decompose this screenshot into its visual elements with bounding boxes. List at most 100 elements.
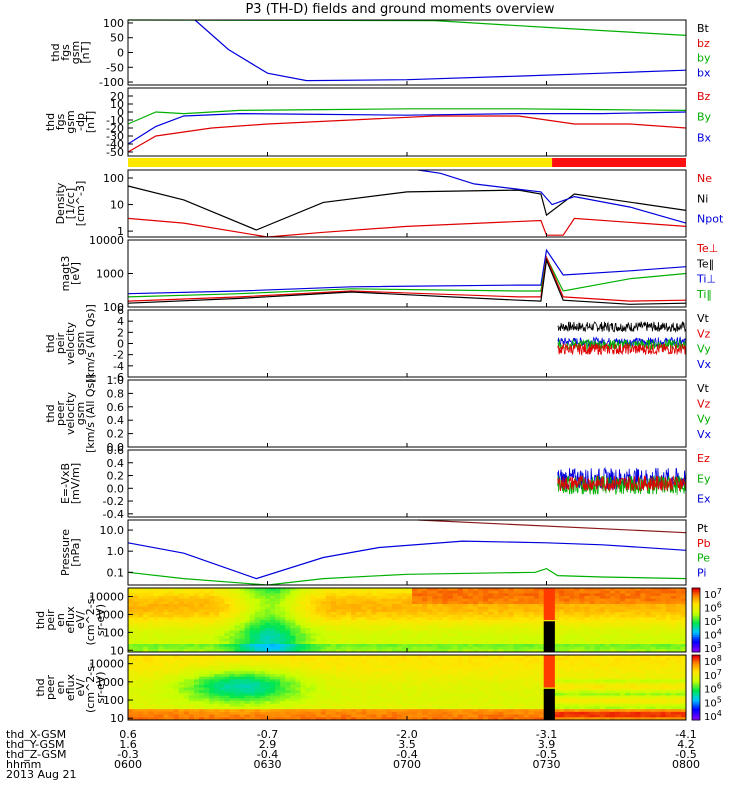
spectrogram-cell — [290, 614, 296, 618]
spectrogram-cell — [432, 601, 438, 605]
spectrogram-cell — [599, 617, 606, 621]
spectrogram-cell — [670, 604, 677, 608]
spectrogram-cell — [143, 612, 149, 616]
spectrogram-cell — [259, 604, 266, 608]
spectrogram-cell — [341, 657, 347, 661]
spectrogram-cell — [498, 601, 504, 605]
spectrogram-cell — [407, 703, 413, 707]
spectrogram-cell — [305, 633, 312, 637]
spectrogram-cell — [224, 644, 230, 648]
spectrogram-cell — [523, 692, 530, 697]
spectrogram-cell — [153, 641, 159, 645]
legend-Pt: Pt — [697, 522, 709, 535]
spectrogram-cell — [635, 609, 641, 613]
spectrogram-cell — [254, 641, 261, 645]
spectrogram-cell — [579, 625, 586, 629]
spectrogram-cell — [488, 622, 494, 626]
spectrogram-cell — [559, 641, 565, 645]
spectrogram-cell — [533, 633, 540, 637]
spectrogram-cell — [361, 687, 367, 691]
spectrogram-cell — [188, 671, 195, 675]
spectrogram-cell — [335, 628, 342, 632]
spectrogram-cell — [467, 665, 474, 670]
spectrogram-cell — [478, 703, 484, 707]
spectrogram-cell — [214, 714, 220, 718]
spectrogram-cell — [275, 657, 281, 661]
spectrogram-cell — [366, 593, 372, 597]
spectrogram-cell — [315, 590, 322, 594]
spectrogram-cell — [270, 665, 276, 670]
spectrogram-cell — [143, 649, 149, 653]
y-axis-label-line: thd — [44, 404, 57, 422]
spectrogram-cell — [508, 690, 515, 694]
spectrogram-cell — [128, 628, 134, 632]
spectrogram-cell — [407, 596, 413, 600]
spectrogram-cell — [224, 633, 230, 637]
spectrogram-cell — [412, 706, 418, 710]
spectrogram-cell — [264, 671, 271, 675]
spectrogram-cell — [579, 612, 586, 616]
spectrogram-cell — [356, 663, 362, 667]
panel-fgs_dp: BzByBx20100-10-20-30-40-50thdfgsgsm-dp[n… — [44, 87, 712, 159]
spectrogram-cell — [609, 604, 616, 608]
spectrogram-cell — [204, 682, 210, 686]
spectrogram-cell — [183, 630, 190, 634]
spectrogram-cell — [163, 706, 170, 710]
spectrogram-cell — [138, 596, 144, 600]
spectrogram-cell — [417, 679, 423, 683]
y-tick-label: 10 — [110, 199, 124, 212]
spectrogram-cell — [432, 663, 438, 667]
y-axis-label-line: (cm^2-s- — [84, 595, 97, 646]
spectrogram-cell — [163, 673, 170, 678]
spectrogram-cell — [229, 612, 236, 616]
spectrogram-cell — [660, 636, 667, 640]
spectrogram-cell — [188, 622, 195, 626]
spectrogram-cell — [259, 598, 266, 602]
spectrogram-cell — [133, 620, 139, 624]
y-axis-label-line: [eV] — [69, 262, 82, 285]
spectrogram-cell — [422, 711, 428, 716]
spectrogram-cell — [361, 690, 367, 694]
spectrogram-cell — [351, 684, 357, 688]
spectrogram-cell — [432, 690, 438, 694]
spectrogram-cell — [285, 695, 291, 699]
spectrogram-cell — [320, 646, 327, 650]
spectrogram-cell — [330, 676, 337, 680]
spectrogram-cell — [472, 657, 479, 661]
spectrogram-cell — [594, 641, 601, 645]
spectrogram-cell — [655, 646, 662, 650]
spectrogram-cell — [346, 638, 352, 642]
spectrogram-cell — [442, 690, 449, 694]
spectrogram-cell — [599, 625, 606, 629]
spectrogram-cell — [300, 717, 307, 721]
spectrogram-cell — [188, 695, 195, 699]
spectrogram-cell — [503, 636, 509, 640]
colorbar-step — [692, 634, 700, 638]
spectrogram-cell — [153, 684, 159, 688]
spectrogram-cell — [153, 676, 159, 680]
spectrogram-cell — [533, 646, 540, 650]
spectrogram-cell — [219, 628, 225, 632]
spectrogram-cell — [335, 638, 342, 642]
spectrogram-cell — [594, 630, 601, 634]
spectrogram-cell — [193, 601, 200, 605]
spectrogram-cell — [143, 588, 149, 592]
spectrogram-cell — [173, 711, 180, 716]
spectrogram-cell — [366, 717, 372, 721]
spectrogram-cell — [437, 598, 444, 602]
spectrogram-cell — [199, 695, 205, 699]
spectrogram-cell — [513, 698, 520, 702]
spectrogram-cell — [249, 657, 256, 661]
spectrogram-cell — [447, 604, 454, 608]
spectrogram-cell — [386, 617, 393, 621]
spectrogram-cell — [366, 638, 372, 642]
spectrogram-cell — [300, 673, 307, 678]
spectrogram-cell — [320, 668, 327, 672]
spectrogram-cell — [381, 684, 388, 688]
spectrogram-cell — [193, 695, 200, 699]
spectrogram-cell — [635, 638, 641, 642]
spectrogram-cell — [244, 644, 251, 648]
spectrogram-cell — [183, 641, 190, 645]
spectrogram-cell — [285, 690, 291, 694]
spectrogram-cell — [346, 588, 352, 592]
